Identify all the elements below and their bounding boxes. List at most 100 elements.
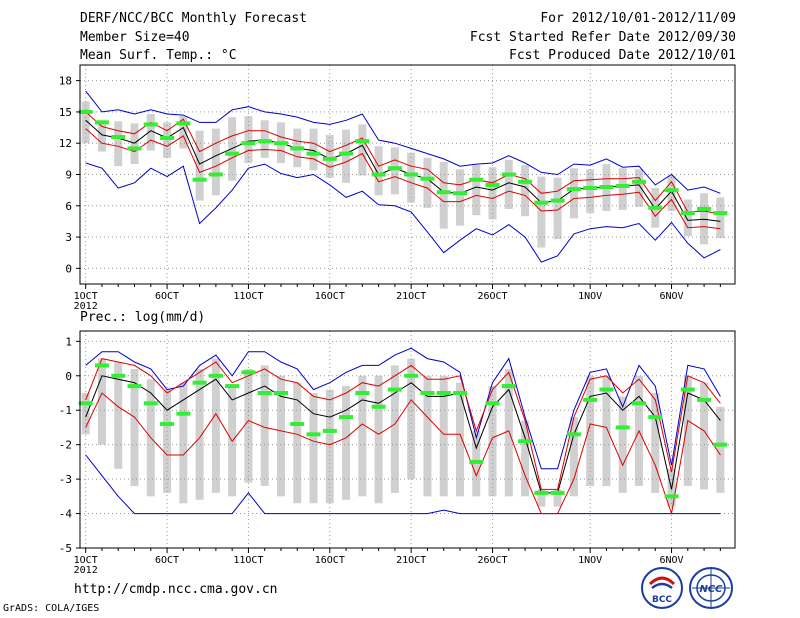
temp-observed-marker bbox=[550, 198, 565, 203]
temp-box bbox=[618, 168, 627, 210]
prec-observed-marker bbox=[420, 391, 435, 395]
temp-box bbox=[325, 134, 334, 178]
temp-box bbox=[390, 147, 399, 195]
bcc-logo: BCC bbox=[641, 567, 683, 609]
temp-xtick-label: 21OCT bbox=[396, 291, 426, 302]
temp-observed-marker bbox=[339, 151, 354, 156]
prec-box bbox=[195, 368, 204, 500]
prec-box bbox=[423, 375, 432, 497]
prec-xtick-label: 26OCT bbox=[477, 555, 507, 566]
temp-xtick-label: 6OCT bbox=[155, 291, 179, 302]
temp-box bbox=[195, 130, 204, 201]
fcst-produced-date: Fcst Produced Date 2012/10/01 bbox=[509, 48, 736, 63]
prec-xtick-label: 21OCT bbox=[396, 555, 426, 566]
prec-box bbox=[390, 365, 399, 493]
temp-observed-marker bbox=[404, 172, 419, 177]
prec-observed-marker bbox=[176, 411, 191, 416]
prec-box bbox=[358, 375, 367, 497]
prec-observed-marker bbox=[534, 490, 549, 495]
prec-box bbox=[114, 362, 123, 469]
prec-observed-marker bbox=[518, 439, 533, 444]
temp-observed-marker bbox=[501, 172, 516, 177]
prec-observed-marker bbox=[241, 370, 256, 375]
prec-box bbox=[97, 358, 106, 445]
prec-observed-marker bbox=[648, 415, 663, 420]
prec-grid bbox=[80, 331, 735, 548]
prec-maximum-line bbox=[85, 347, 721, 470]
temp-observed-marker bbox=[176, 121, 191, 126]
temp-ytick-label: 0 bbox=[65, 262, 72, 275]
prec-observed-marker bbox=[615, 425, 630, 430]
temp-box bbox=[130, 123, 139, 165]
temp-observed-marker bbox=[534, 200, 549, 205]
temp-box bbox=[358, 124, 367, 176]
prec-observed-marker bbox=[111, 373, 126, 378]
temp-xtick-label: 16OCT bbox=[315, 291, 345, 302]
temp-box bbox=[716, 197, 725, 239]
prec-minimum-line bbox=[85, 454, 721, 515]
temp-observed-marker bbox=[452, 191, 467, 196]
prec-observed-marker bbox=[404, 373, 419, 378]
prec-box bbox=[683, 375, 692, 486]
temp-observed-marker bbox=[160, 136, 175, 140]
prec-boxes bbox=[81, 358, 725, 507]
temp-xtick-label: 11OCT bbox=[233, 291, 263, 302]
prec-observed bbox=[78, 363, 728, 499]
prec-box bbox=[293, 382, 302, 504]
temp-observed-marker bbox=[111, 134, 126, 139]
prec-observed-marker bbox=[371, 404, 386, 409]
prec-observed-marker bbox=[436, 391, 451, 395]
temp-box bbox=[179, 116, 188, 149]
prec-observed-marker bbox=[583, 397, 598, 402]
temp-observed-marker bbox=[648, 205, 663, 210]
temp-ytick-label: 3 bbox=[65, 231, 72, 244]
prec-box bbox=[163, 389, 172, 493]
temp-observed-marker bbox=[322, 156, 337, 161]
temp-observed bbox=[78, 109, 728, 216]
source-url[interactable]: http://cmdp.ncc.cma.gov.cn bbox=[74, 582, 278, 597]
temp-observed-marker bbox=[225, 151, 240, 156]
prec-box bbox=[488, 386, 497, 497]
prec-xtick-label: 11OCT bbox=[233, 555, 263, 566]
prec-box bbox=[586, 375, 595, 486]
temp-box bbox=[521, 165, 530, 217]
prec-ensemble-mean-line bbox=[85, 375, 721, 494]
temp-box bbox=[569, 168, 578, 219]
prec-observed-marker bbox=[387, 387, 402, 392]
prec-observed-marker bbox=[160, 422, 175, 426]
prec-box bbox=[342, 386, 351, 500]
temp-observed-marker bbox=[631, 179, 646, 184]
member-size-label: Member Size=40 bbox=[80, 30, 190, 45]
prec-box bbox=[553, 489, 562, 507]
ncc-logo: NCC bbox=[689, 567, 733, 609]
prec-year-label: 2012 bbox=[74, 565, 98, 576]
temp-box bbox=[537, 176, 546, 248]
prec-observed-marker bbox=[322, 428, 337, 433]
temp-box bbox=[374, 146, 383, 196]
prec-observed-marker bbox=[94, 363, 109, 368]
temp-observed-marker bbox=[94, 120, 109, 125]
grads-credit: GrADS: COLA/IGES bbox=[3, 603, 100, 614]
temp-observed-marker bbox=[78, 109, 93, 114]
temp-observed-marker bbox=[127, 146, 142, 151]
temp-box bbox=[586, 169, 595, 214]
temp-lower-spread-line bbox=[85, 128, 721, 230]
prec-upper-spread-line bbox=[85, 358, 721, 490]
temp-box bbox=[163, 122, 172, 158]
prec-box bbox=[716, 406, 725, 493]
prec-observed-marker bbox=[257, 391, 272, 395]
temp-ytick-label: 18 bbox=[59, 75, 72, 88]
temp-box bbox=[423, 157, 432, 208]
prec-observed-marker bbox=[599, 387, 614, 392]
prec-box bbox=[504, 368, 513, 497]
prec-observed-marker bbox=[485, 401, 500, 406]
temp-observed-marker bbox=[566, 187, 581, 192]
prec-observed-marker bbox=[143, 401, 158, 406]
temp-upper-spread-line bbox=[85, 111, 721, 215]
temp-box bbox=[634, 169, 643, 207]
prec-box bbox=[455, 382, 464, 497]
temp-observed-marker bbox=[599, 185, 614, 190]
prec-observed-marker bbox=[208, 373, 223, 378]
temp-xtick-label: 1NOV bbox=[578, 291, 602, 302]
